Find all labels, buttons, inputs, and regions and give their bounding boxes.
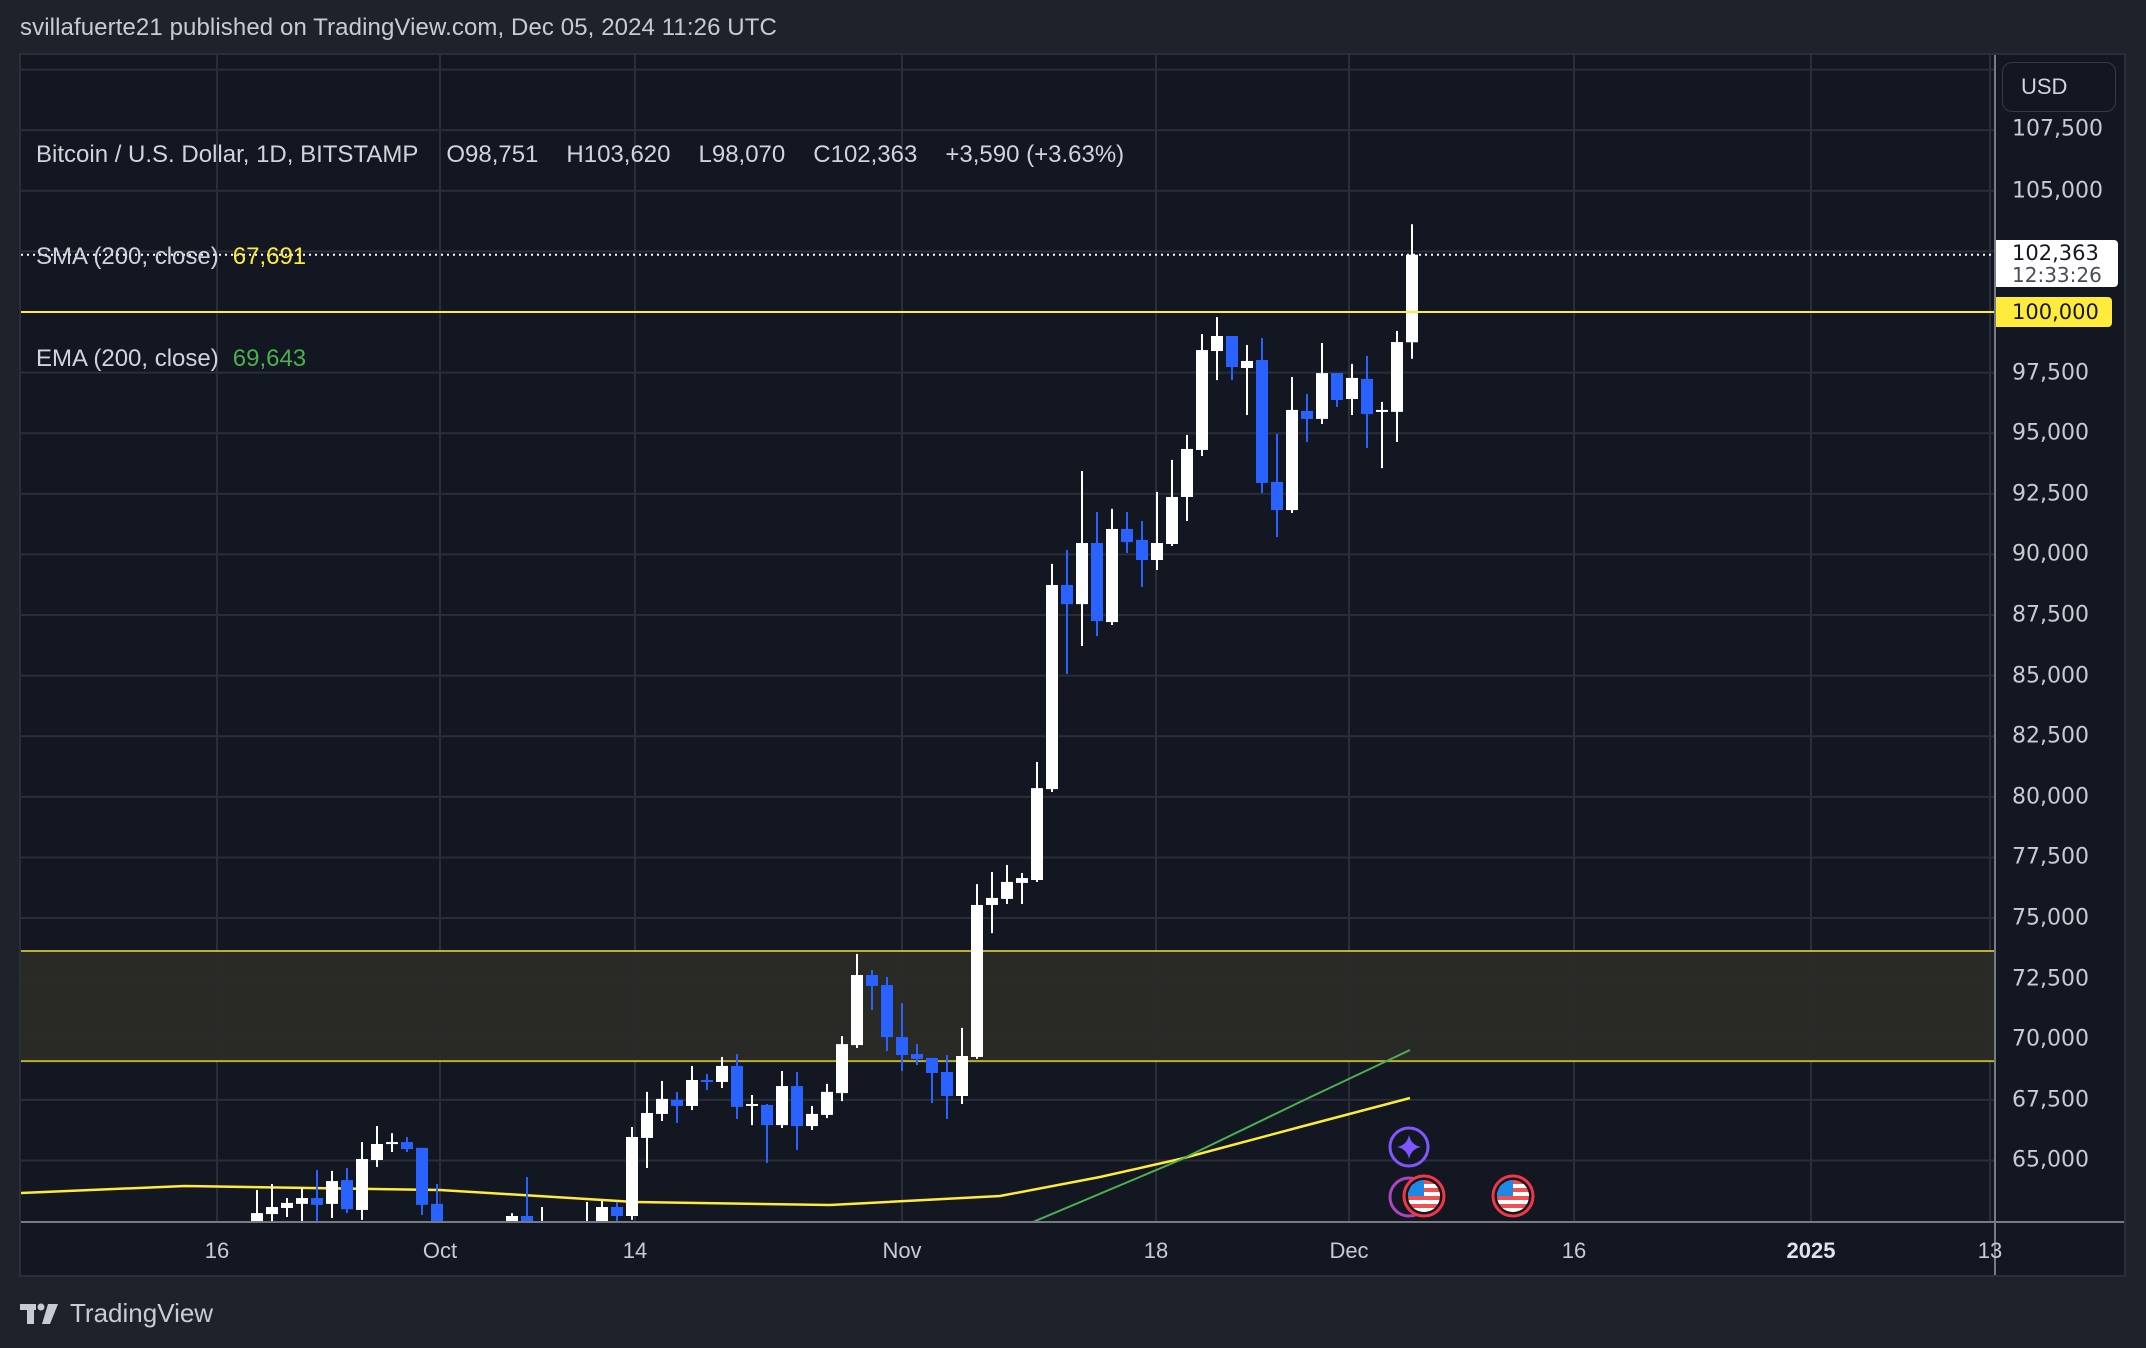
- price-tick-label: 92,500: [2012, 481, 2089, 507]
- support-zone: [21, 950, 1994, 1063]
- price-tick-label: 75,000: [2012, 905, 2089, 931]
- chart-legend: Bitcoin / U.S. Dollar, 1D, BITSTAMP O98,…: [36, 70, 1138, 410]
- bar-countdown: 12:33:26: [2012, 263, 2102, 287]
- price-tick-label: 67,500: [2012, 1087, 2089, 1113]
- brand-name: TradingView: [70, 1298, 214, 1328]
- time-tick-label: 13: [1977, 1238, 2003, 1263]
- sma-row[interactable]: SMA (200, close) 67,691: [36, 240, 1138, 274]
- ohlc-row: Bitcoin / U.S. Dollar, 1D, BITSTAMP O98,…: [36, 138, 1138, 172]
- ema-value: 69,643: [232, 345, 307, 372]
- time-tick-label: 14: [622, 1238, 648, 1263]
- close-value: C102,363: [813, 141, 918, 168]
- price-tick-label: 107,500: [2012, 116, 2103, 142]
- axis-borders: [21, 55, 2124, 1275]
- currency-button[interactable]: USD: [2002, 62, 2116, 112]
- time-tick-label: 18: [1143, 1238, 1169, 1263]
- ema-row[interactable]: EMA (200, close) 69,643: [36, 342, 1138, 376]
- high-value: H103,620: [566, 141, 671, 168]
- time-tick-label: Oct: [422, 1238, 458, 1263]
- price-tick-label: 82,500: [2012, 723, 2089, 749]
- us-flag-event-icon[interactable]: [1402, 1174, 1446, 1218]
- price-tick-label: 65,000: [2012, 1147, 2089, 1173]
- publisher-line: svillafuerte21 published on TradingView.…: [20, 14, 777, 41]
- us-flag-event-icon[interactable]: [1491, 1174, 1535, 1218]
- last-price-value: 102,363: [2012, 241, 2099, 265]
- sma-label: SMA (200, close): [36, 243, 219, 270]
- price-tick-label: 97,500: [2012, 360, 2089, 386]
- star-event-icon[interactable]: [1388, 1126, 1430, 1168]
- moving-average-lines: [21, 1049, 1411, 1221]
- price-tick-label: 77,500: [2012, 844, 2089, 870]
- sma-value: 67,691: [232, 243, 307, 270]
- time-tick-label: Nov: [882, 1238, 922, 1263]
- price-tick-label: 70,000: [2012, 1026, 2089, 1052]
- price-tick-label: 95,000: [2012, 420, 2089, 446]
- ema-label: EMA (200, close): [36, 345, 219, 372]
- price-tick-label: 85,000: [2012, 663, 2089, 689]
- price-tick-label: 80,000: [2012, 784, 2089, 810]
- tradingview-brand[interactable]: TradingView: [20, 1298, 213, 1329]
- symbol-title[interactable]: Bitcoin / U.S. Dollar, 1D, BITSTAMP: [36, 141, 419, 168]
- price-tick-label: 87,500: [2012, 602, 2089, 628]
- change-value: +3,590 (+3.63%): [945, 141, 1125, 168]
- low-value: L98,070: [698, 141, 786, 168]
- price-tick-label: 72,500: [2012, 966, 2089, 992]
- chart-frame: [19, 53, 2126, 1277]
- time-tick-label: 16: [1561, 1238, 1587, 1263]
- level-price-label: 100,000: [1996, 297, 2112, 327]
- price-tick-label: 105,000: [2012, 178, 2103, 204]
- time-tick-label: 16: [204, 1238, 230, 1263]
- event-markers[interactable]: [1388, 1126, 1535, 1218]
- time-tick-label: Dec: [1329, 1238, 1369, 1263]
- tradingview-logo-icon: [20, 1303, 58, 1324]
- price-lines: [21, 253, 1994, 313]
- open-value: O98,751: [446, 141, 539, 168]
- price-tick-label: 90,000: [2012, 541, 2089, 567]
- time-tick-label: 2025: [1786, 1238, 1836, 1263]
- candles: [251, 224, 1418, 1221]
- last-price-label: 102,363 12:33:26: [1996, 240, 2118, 287]
